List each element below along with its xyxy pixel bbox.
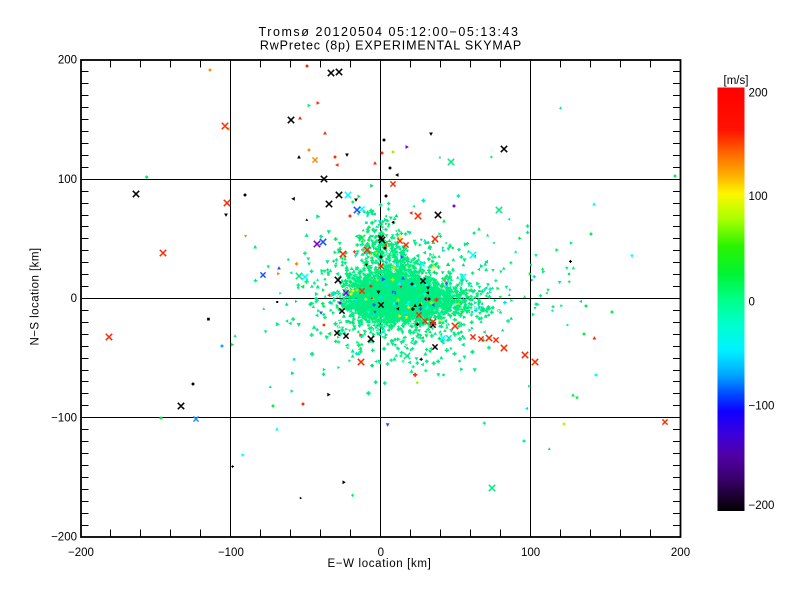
svg-text:200: 200	[671, 547, 690, 559]
svg-text:200: 200	[749, 88, 768, 100]
svg-text:−100: −100	[749, 401, 775, 413]
svg-text:0: 0	[378, 547, 384, 559]
svg-text:200: 200	[58, 55, 77, 67]
svg-text:−200: −200	[749, 500, 775, 512]
svg-text:−200: −200	[68, 547, 94, 559]
svg-text:[m/s]: [m/s]	[724, 75, 749, 87]
svg-text:E−W location [km]: E−W location [km]	[327, 558, 431, 570]
svg-text:RwPretec (8p) EXPERIMENTAL SKY: RwPretec (8p) EXPERIMENTAL SKYMAP	[260, 39, 522, 53]
svg-text:Tromsø 20120504 05:12:00−05:13: Tromsø 20120504 05:12:00−05:13:43	[259, 25, 520, 39]
svg-text:100: 100	[58, 174, 77, 186]
svg-text:−100: −100	[51, 412, 77, 424]
svg-text:100: 100	[521, 547, 540, 559]
svg-text:−100: −100	[218, 547, 244, 559]
svg-text:−200: −200	[51, 532, 77, 544]
svg-text:0: 0	[749, 297, 755, 309]
svg-text:N−S location [km]: N−S location [km]	[30, 247, 42, 345]
svg-text:0: 0	[71, 293, 77, 305]
svg-text:100: 100	[749, 191, 768, 203]
